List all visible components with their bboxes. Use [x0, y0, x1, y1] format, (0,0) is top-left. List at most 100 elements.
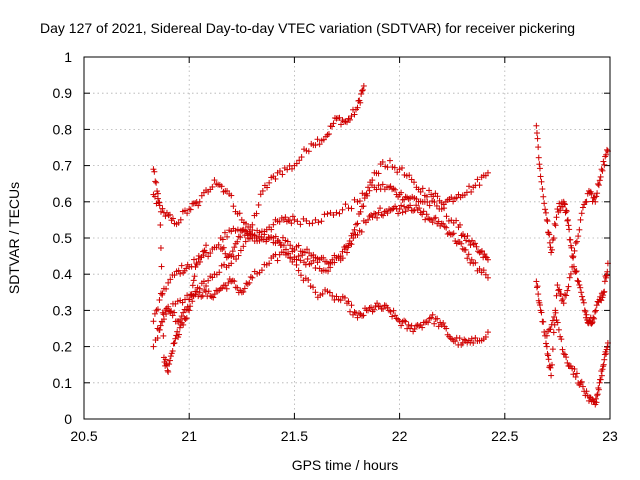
- data-point: [295, 267, 302, 274]
- data-point: [580, 299, 587, 306]
- data-point: [285, 250, 292, 257]
- data-point: [440, 319, 447, 326]
- data-point: [249, 227, 256, 234]
- data-point: [565, 283, 572, 290]
- data-point: [411, 326, 418, 333]
- data-point: [456, 335, 463, 342]
- data-point: [484, 274, 491, 281]
- data-point: [546, 231, 553, 238]
- data-point: [561, 201, 568, 208]
- data-point: [336, 210, 343, 217]
- data-point: [541, 200, 548, 207]
- data-point: [425, 215, 432, 222]
- data-point: [244, 281, 251, 288]
- data-point: [358, 91, 365, 98]
- data-point: [535, 154, 542, 161]
- y-tick-label: 0.3: [53, 302, 73, 318]
- data-point: [165, 279, 172, 286]
- data-point: [339, 206, 346, 213]
- data-point: [559, 346, 566, 353]
- data-point: [381, 208, 388, 215]
- data-point: [466, 183, 473, 190]
- data-point: [576, 281, 583, 288]
- data-point: [590, 314, 597, 321]
- data-point: [543, 216, 550, 223]
- data-point: [205, 253, 212, 260]
- data-point: [359, 86, 366, 93]
- data-point: [571, 247, 578, 254]
- data-point: [468, 256, 475, 263]
- data-point: [294, 218, 301, 225]
- data-point: [484, 169, 491, 176]
- data-point: [474, 176, 481, 183]
- data-point: [538, 178, 545, 185]
- data-point: [423, 211, 430, 218]
- data-point: [539, 185, 546, 192]
- data-point: [410, 207, 417, 214]
- data-point: [407, 202, 414, 209]
- data-point: [150, 318, 157, 325]
- y-tick-label: 0.7: [53, 158, 73, 174]
- data-point: [187, 206, 194, 213]
- data-point: [392, 186, 399, 193]
- data-point: [333, 115, 340, 122]
- data-point: [459, 245, 466, 252]
- data-point: [156, 326, 163, 333]
- data-point: [542, 206, 549, 213]
- data-point: [426, 187, 433, 194]
- data-point: [170, 340, 177, 347]
- data-point: [183, 265, 190, 272]
- data-point: [411, 179, 418, 186]
- data-point: [466, 238, 473, 245]
- data-point: [186, 307, 193, 314]
- data-point: [371, 306, 378, 313]
- data-point: [348, 205, 355, 212]
- data-point: [380, 305, 387, 312]
- data-point: [390, 307, 397, 314]
- data-point: [457, 221, 464, 228]
- data-point: [564, 359, 571, 366]
- data-point: [197, 258, 204, 265]
- data-point: [449, 231, 456, 238]
- data-point: [231, 278, 238, 285]
- data-point: [568, 244, 575, 251]
- data-point: [284, 166, 291, 173]
- data-point: [304, 255, 311, 262]
- data-point: [579, 296, 586, 303]
- data-point: [272, 233, 279, 240]
- data-point: [482, 271, 489, 278]
- data-point: [533, 284, 540, 291]
- data-point: [357, 99, 364, 106]
- data-point: [561, 291, 568, 298]
- data-point: [157, 208, 164, 215]
- data-point: [157, 245, 164, 252]
- data-point: [588, 320, 595, 327]
- data-point: [198, 254, 205, 261]
- data-point: [548, 372, 555, 379]
- data-point: [291, 256, 298, 263]
- data-point: [453, 217, 460, 224]
- data-point: [350, 235, 357, 241]
- data-point: [429, 311, 436, 318]
- data-point: [191, 256, 198, 263]
- data-point: [169, 348, 176, 355]
- data-point: [219, 236, 226, 243]
- data-point: [536, 165, 543, 172]
- data-point: [316, 141, 323, 148]
- data-point: [175, 331, 182, 338]
- data-point: [601, 356, 608, 363]
- data-point: [368, 304, 375, 311]
- data-point: [424, 199, 431, 206]
- data-point: [209, 274, 216, 281]
- data-point: [417, 188, 424, 195]
- data-point: [151, 168, 158, 175]
- data-point: [428, 314, 435, 321]
- data-point: [240, 243, 247, 250]
- data-point: [153, 307, 160, 314]
- data-point: [219, 246, 226, 253]
- data-point: [351, 111, 358, 118]
- data-point: [550, 329, 557, 336]
- data-point: [360, 312, 367, 319]
- data-point: [477, 248, 484, 255]
- data-point: [202, 288, 209, 295]
